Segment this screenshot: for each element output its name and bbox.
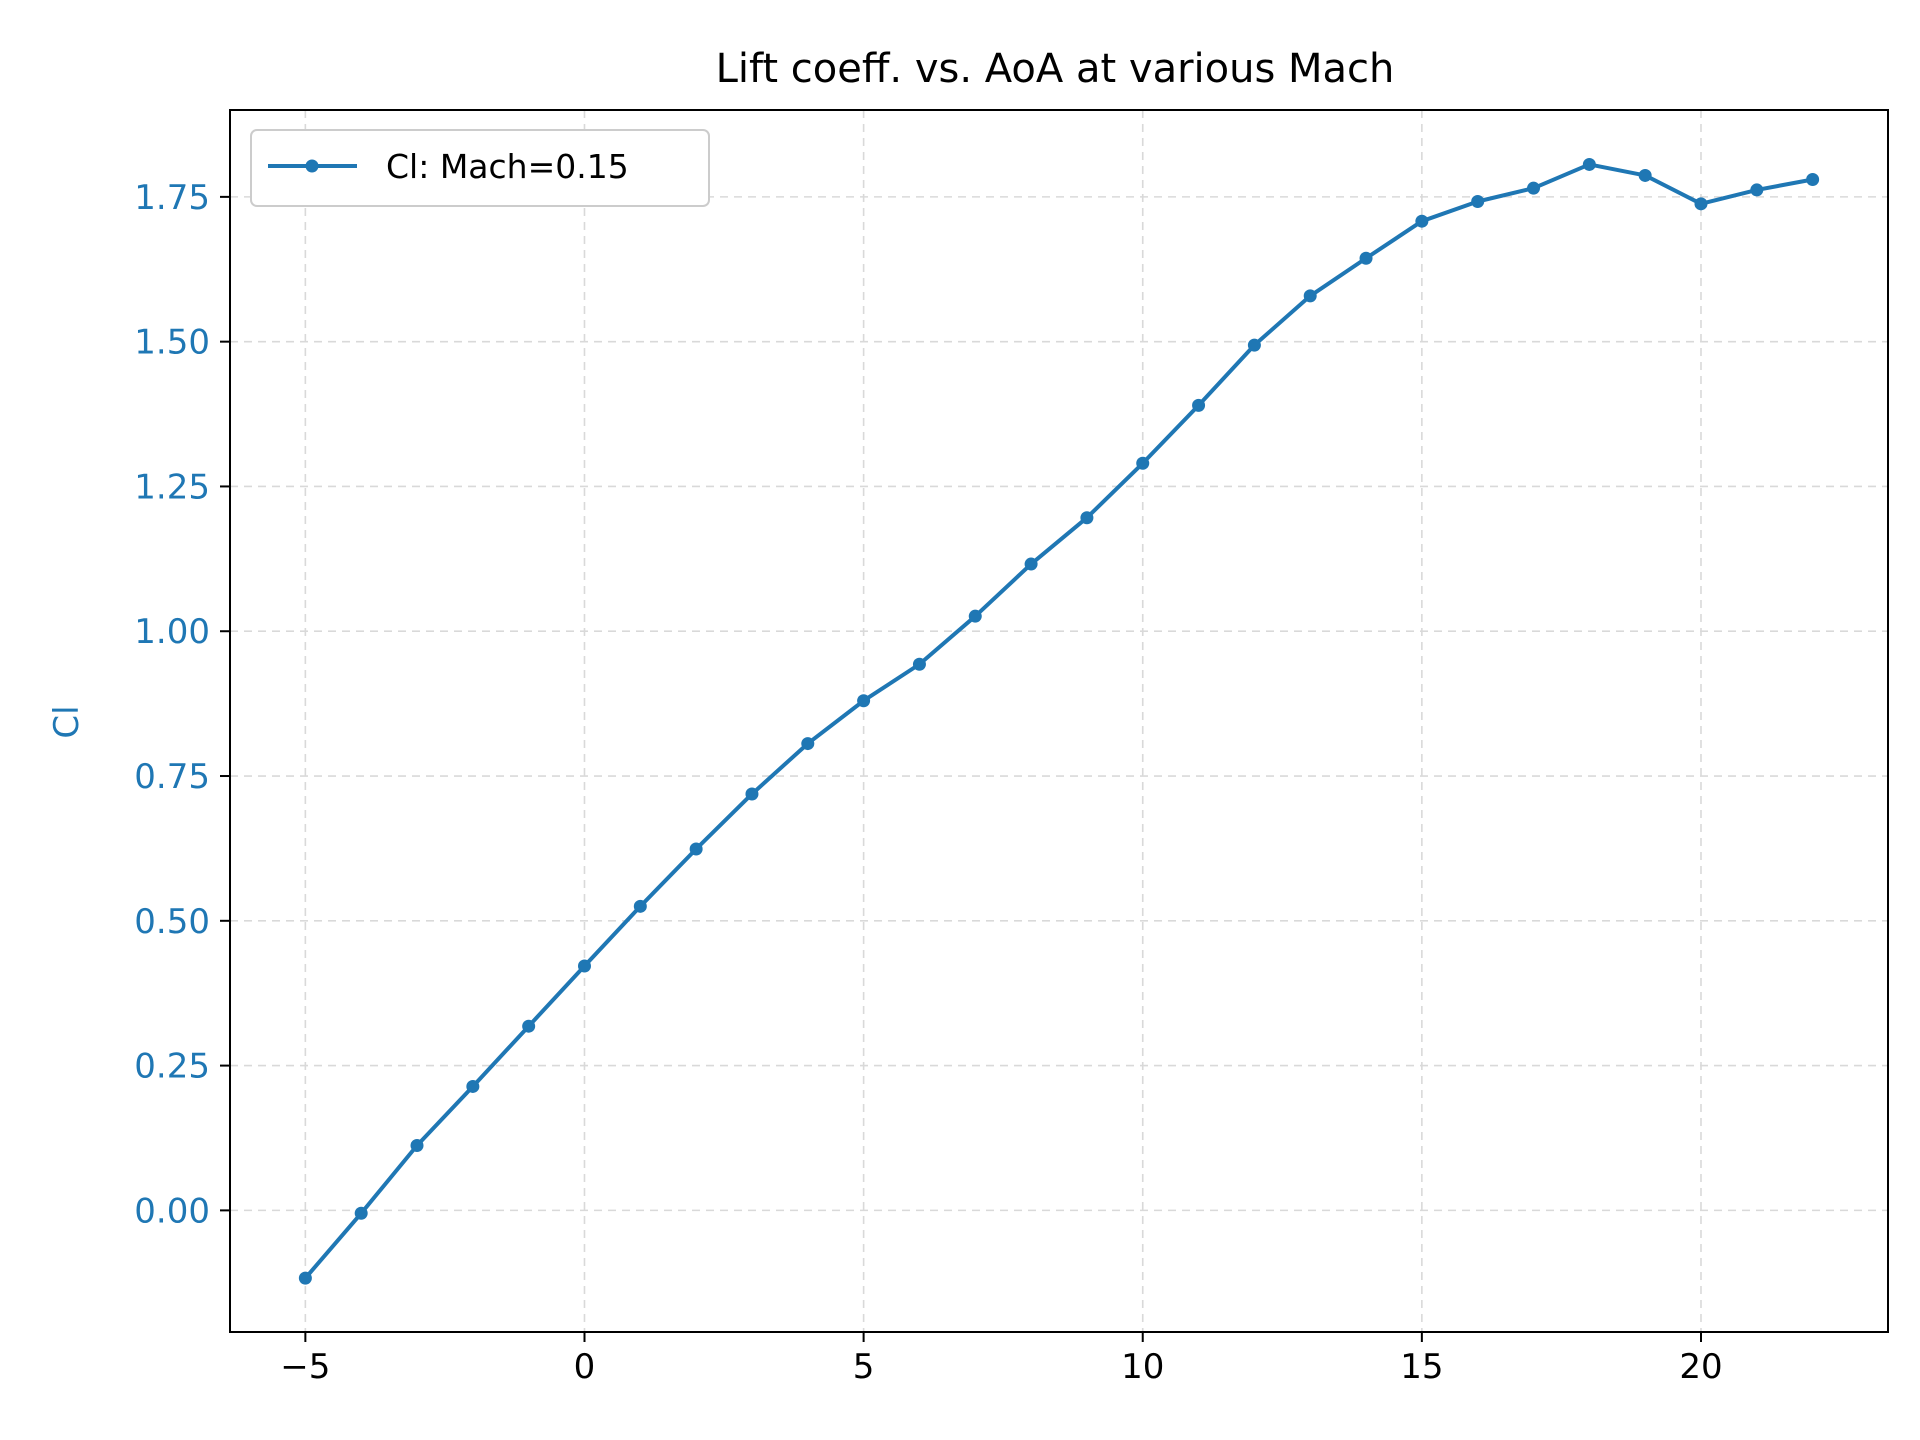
data-point	[522, 1019, 536, 1033]
data-point	[410, 1139, 424, 1153]
legend-marker-sample	[305, 159, 319, 173]
chart-title: Lift coeff. vs. AoA at various Mach	[716, 46, 1395, 92]
series-line	[303, 162, 1814, 1280]
x-tick-label: 15	[1400, 1347, 1443, 1387]
y-axis-ticks: 0.00 0.25 0.50 0.75 1.00 1.25 1.50 1.75	[134, 178, 230, 1231]
data-point	[354, 1206, 368, 1220]
y-axis-label: Cl	[47, 705, 87, 738]
data-point	[1750, 183, 1764, 197]
data-point	[1415, 214, 1429, 228]
x-tick-label: 5	[853, 1347, 875, 1387]
grid-lines	[230, 110, 1888, 1332]
data-point	[298, 1271, 312, 1285]
data-point	[633, 899, 647, 913]
data-point	[1582, 157, 1596, 171]
data-point	[1247, 338, 1261, 352]
legend-entry-label: Cl: Mach=0.15	[386, 147, 629, 186]
y-tick-label: 0.25	[134, 1047, 210, 1087]
y-tick-label: 1.75	[134, 178, 210, 218]
data-point	[968, 609, 982, 623]
data-point	[1471, 195, 1485, 209]
data-point	[1694, 197, 1708, 211]
y-tick-label: 1.00	[134, 612, 210, 652]
data-point	[1638, 168, 1652, 182]
data-point	[801, 737, 815, 751]
legend-box	[250, 129, 710, 207]
data-point	[745, 787, 759, 801]
data-point	[1024, 557, 1038, 571]
data-point	[1806, 172, 1820, 186]
plot-area-frame	[229, 109, 1889, 1333]
x-axis-ticks: −5 0 5 10 15 20	[280, 1332, 1723, 1387]
data-point	[1192, 398, 1206, 412]
data-point	[1359, 251, 1373, 265]
data-point	[1527, 181, 1541, 195]
legend: Cl: Mach=0.15	[250, 129, 710, 207]
x-tick-label: 20	[1679, 1347, 1722, 1387]
data-point	[857, 694, 871, 708]
data-point	[1136, 456, 1150, 470]
data-point	[466, 1079, 480, 1093]
y-tick-label: 1.50	[134, 323, 210, 363]
y-tick-label: 1.25	[134, 467, 210, 507]
data-point	[912, 657, 926, 671]
x-tick-label: 0	[574, 1347, 596, 1387]
data-point	[577, 959, 591, 973]
y-tick-label: 0.00	[134, 1191, 210, 1231]
x-tick-label: −5	[280, 1347, 330, 1387]
series-layer	[298, 157, 1820, 1285]
data-point	[1080, 511, 1094, 525]
y-tick-label: 0.50	[134, 902, 210, 942]
data-point	[689, 842, 703, 856]
data-point	[1303, 289, 1317, 303]
y-tick-label: 0.75	[134, 757, 210, 797]
x-tick-label: 10	[1121, 1347, 1164, 1387]
